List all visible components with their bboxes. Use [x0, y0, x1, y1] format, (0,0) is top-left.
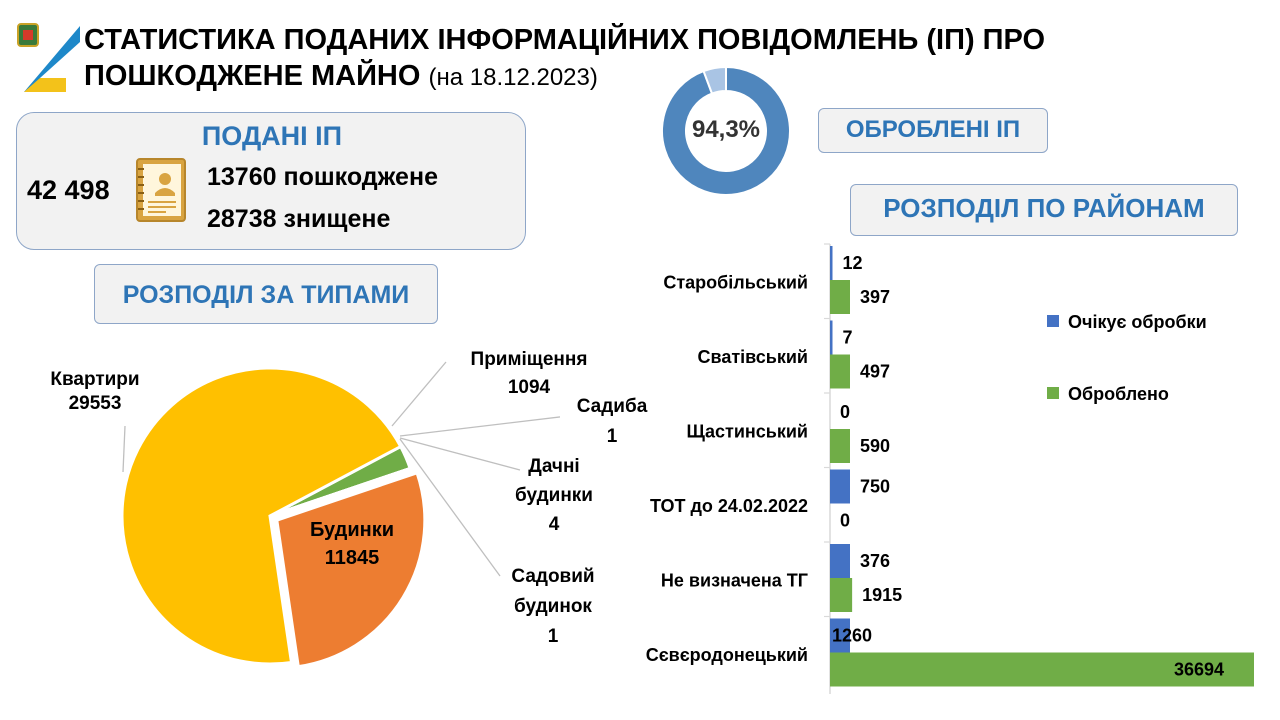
- pie-leader-line-3: [399, 437, 521, 471]
- pie-slice-5: [269, 466, 413, 518]
- bar-Оброблено: [830, 280, 850, 314]
- pie-leader-line-0: [122, 425, 126, 473]
- bar-Очікує обробки: [830, 246, 833, 280]
- category-label: ТОТ до 24.02.2022: [650, 496, 808, 516]
- types-pie-chart: [120, 361, 560, 669]
- category-label: Не визначена ТГ: [661, 570, 808, 590]
- label-sadovyi-name-1: Садовий: [511, 566, 595, 587]
- processed-donut: 94,3%: [658, 65, 794, 196]
- bar-Оброблено: [830, 652, 1254, 687]
- bar-Очікує обробки: [830, 544, 850, 578]
- bar-value-label: 0: [840, 402, 850, 422]
- label-prymishchennia-value: 1094: [507, 377, 551, 398]
- bar-value-label: 376: [860, 551, 890, 571]
- submitted-title: ПОДАНІ ІП: [201, 121, 343, 151]
- pie-leader-line-4: [399, 438, 501, 577]
- bar-value-label: 0: [840, 511, 850, 531]
- label-sadovyi-name-2: будинок: [514, 596, 592, 617]
- label-prymishchennia: Приміщення 1094: [454, 346, 604, 402]
- document-certificate-icon: [135, 157, 187, 223]
- title-date: (на 18.12.2023): [428, 64, 598, 91]
- label-prymishchennia-name: Приміщення: [470, 349, 588, 370]
- bar-value-label: 1915: [862, 585, 902, 605]
- label-sadovyi: Садовий будинок 1: [498, 562, 608, 652]
- bar-value-label: 1260: [832, 626, 872, 646]
- pie-slice-0: [120, 366, 403, 666]
- legend-label: Оброблено: [1068, 384, 1169, 404]
- region-coat-of-arms-icon: [17, 23, 80, 92]
- processed-label: ОБРОБЛЕНІ ІП: [818, 108, 1048, 153]
- submitted-damaged: 13760 пошкоджене: [207, 163, 438, 191]
- title-line-1: СТАТИСТИКА ПОДАНИХ ІНФОРМАЦІЙНИХ ПОВІДОМ…: [84, 24, 1046, 56]
- label-kvartyry-value: 29553: [68, 393, 122, 414]
- legend-swatch: [1047, 387, 1059, 399]
- submitted-panel: ПОДАНІ ІП 42 498 13760 пошкоджене 28738 …: [16, 112, 526, 250]
- bar-Очікує обробки: [830, 469, 850, 504]
- category-label: Сватівський: [698, 347, 809, 367]
- title-line-2: ПОШКОДЖЕНЕ МАЙНО: [84, 60, 421, 92]
- label-sadyba-name: Садиба: [576, 396, 648, 417]
- submitted-destroyed: 28738 знищене: [207, 205, 391, 233]
- category-label: Щастинський: [686, 421, 808, 441]
- processed-percent: 94,3%: [691, 116, 761, 143]
- submitted-total: 42 498: [27, 175, 110, 205]
- bar-value-label: 590: [860, 436, 890, 456]
- bar-Оброблено: [830, 354, 850, 389]
- donut-processed-segment: [661, 65, 791, 196]
- legend-label: Очікує обробки: [1068, 312, 1207, 332]
- bar-value-label: 750: [860, 477, 890, 497]
- page-title: СТАТИСТИКА ПОДАНИХ ІНФОРМАЦІЙНИХ ПОВІДОМ…: [84, 22, 1084, 96]
- label-budynky: Будинки 11845: [292, 516, 412, 572]
- label-dachni-value: 4: [548, 514, 560, 535]
- pie-leader-line-2: [399, 416, 560, 437]
- label-budynky-value: 11845: [324, 547, 380, 569]
- donut-remaining-segment: [702, 65, 727, 95]
- category-label: Старобільський: [663, 272, 808, 292]
- label-sadyba-value: 1: [606, 426, 618, 447]
- pie-slice-4: [275, 470, 427, 669]
- label-kvartyry: Квартири 29553: [40, 368, 150, 416]
- bar-value-label: 12: [843, 253, 863, 273]
- label-sadyba: Садиба 1: [566, 392, 658, 452]
- bar-value-label: 7: [843, 328, 853, 348]
- bar-value-label: 497: [860, 362, 890, 382]
- bar-Оброблено: [830, 429, 850, 463]
- pie-leader-line-1: [391, 361, 447, 427]
- bar-Оброблено: [830, 578, 853, 612]
- label-dachni-name-1: Дачні: [528, 456, 580, 477]
- logo: [16, 22, 84, 94]
- label-sadovyi-value: 1: [547, 626, 559, 647]
- legend-swatch: [1047, 315, 1059, 327]
- districts-label: РОЗПОДІЛ ПО РАЙОНАМ: [850, 184, 1238, 236]
- label-budynky-name: Будинки: [309, 519, 395, 541]
- label-dachni: Дачні будинки 4: [514, 452, 594, 539]
- types-label: РОЗПОДІЛ ЗА ТИПАМИ: [94, 264, 438, 324]
- category-label: Сєвєродонецький: [646, 645, 808, 665]
- bar-Очікує обробки: [830, 320, 833, 355]
- bar-value-label: 397: [860, 287, 890, 307]
- bar-Очікує обробки: [830, 618, 850, 653]
- bar-value-label: 36694: [1174, 660, 1224, 680]
- label-kvartyry-name: Квартири: [50, 369, 140, 390]
- label-dachni-name-2: будинки: [515, 485, 593, 506]
